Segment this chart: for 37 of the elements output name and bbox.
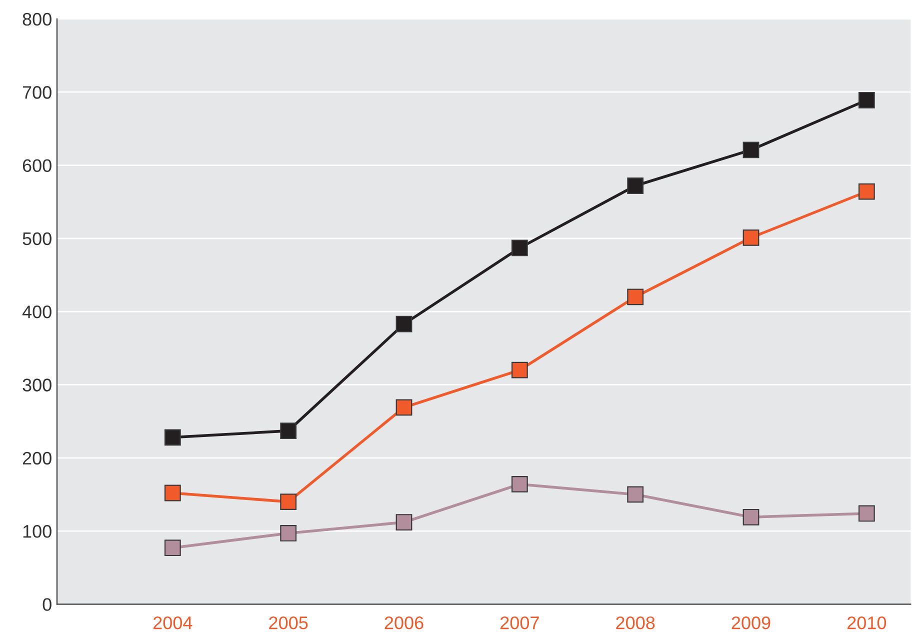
point [742,142,760,158]
x-tick-label: 2008 [616,616,655,630]
y-tick-label: 200 [22,452,52,465]
point [627,486,644,503]
y-tick-label: 500 [22,232,52,246]
x-tick-label: 2005 [269,616,308,630]
point [396,514,412,530]
point [280,422,297,440]
y-tick-label: 700 [22,86,52,99]
x-tick-label: 2010 [848,616,886,630]
x-tick-label: 2009 [732,616,770,630]
x-tick-label: 2006 [384,616,424,630]
point [742,508,760,526]
point [627,178,644,194]
point [164,540,181,556]
point [164,484,181,502]
y-tick-label: 300 [22,378,52,392]
point [511,240,528,256]
point [511,362,528,378]
y-tick-label: 400 [22,306,52,318]
x-tick-label: 2007 [500,616,539,630]
y-tick-label: 800 [22,12,52,26]
y-tick-label: 600 [22,159,52,172]
x-tick-label: 2004 [153,616,192,630]
point [858,183,875,200]
y-tick-label: 0 [42,598,52,611]
point [280,525,297,542]
point [858,505,875,522]
point [511,476,528,492]
point [627,288,644,306]
point [396,399,412,416]
point [280,494,297,510]
y-tick-label: 100 [23,524,52,538]
point [164,429,181,446]
point [742,229,760,246]
point [396,316,412,332]
point [858,92,875,108]
